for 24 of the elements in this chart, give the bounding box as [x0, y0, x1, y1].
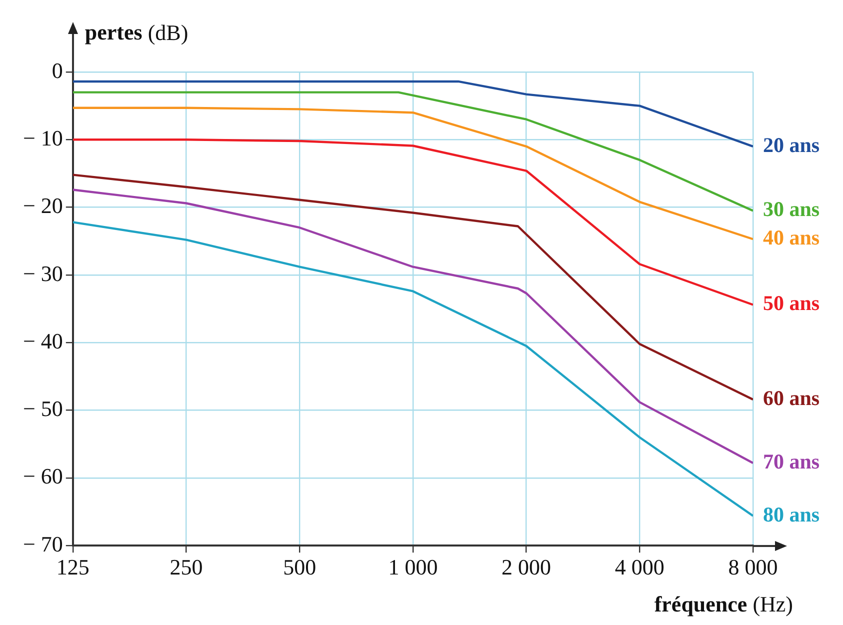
x-tick-label: 2 000: [502, 554, 552, 580]
series-label: 20 ans: [763, 132, 820, 157]
x-tick-label: 8 000: [728, 554, 778, 580]
x-tick-label: 1 000: [388, 554, 438, 580]
series-label: 40 ans: [763, 226, 820, 250]
y-tick-label: − 40: [22, 328, 63, 354]
y-axis-title: pertes (dB): [84, 20, 188, 45]
x-tick-label: 4 000: [614, 554, 664, 580]
y-tick-label: − 30: [22, 260, 63, 286]
series-label: 70 ans: [763, 449, 820, 474]
series-label: 30 ans: [763, 197, 820, 222]
series-label: 50 ans: [763, 291, 820, 316]
y-tick-label: 0: [52, 58, 63, 83]
y-tick-label: − 10: [22, 125, 63, 150]
y-tick-label: − 50: [22, 396, 63, 422]
x-axis-title: fréquence (Hz): [654, 591, 794, 616]
y-tick-label: − 60: [22, 464, 63, 489]
x-tick-label: 250: [170, 554, 203, 580]
series-label: 60 ans: [763, 386, 820, 410]
x-tick-label: 500: [283, 554, 316, 580]
y-tick-label: − 70: [22, 531, 63, 556]
series-label: 80 ans: [763, 502, 820, 526]
y-tick-label: − 20: [22, 193, 63, 218]
x-tick-label: 125: [56, 554, 90, 580]
